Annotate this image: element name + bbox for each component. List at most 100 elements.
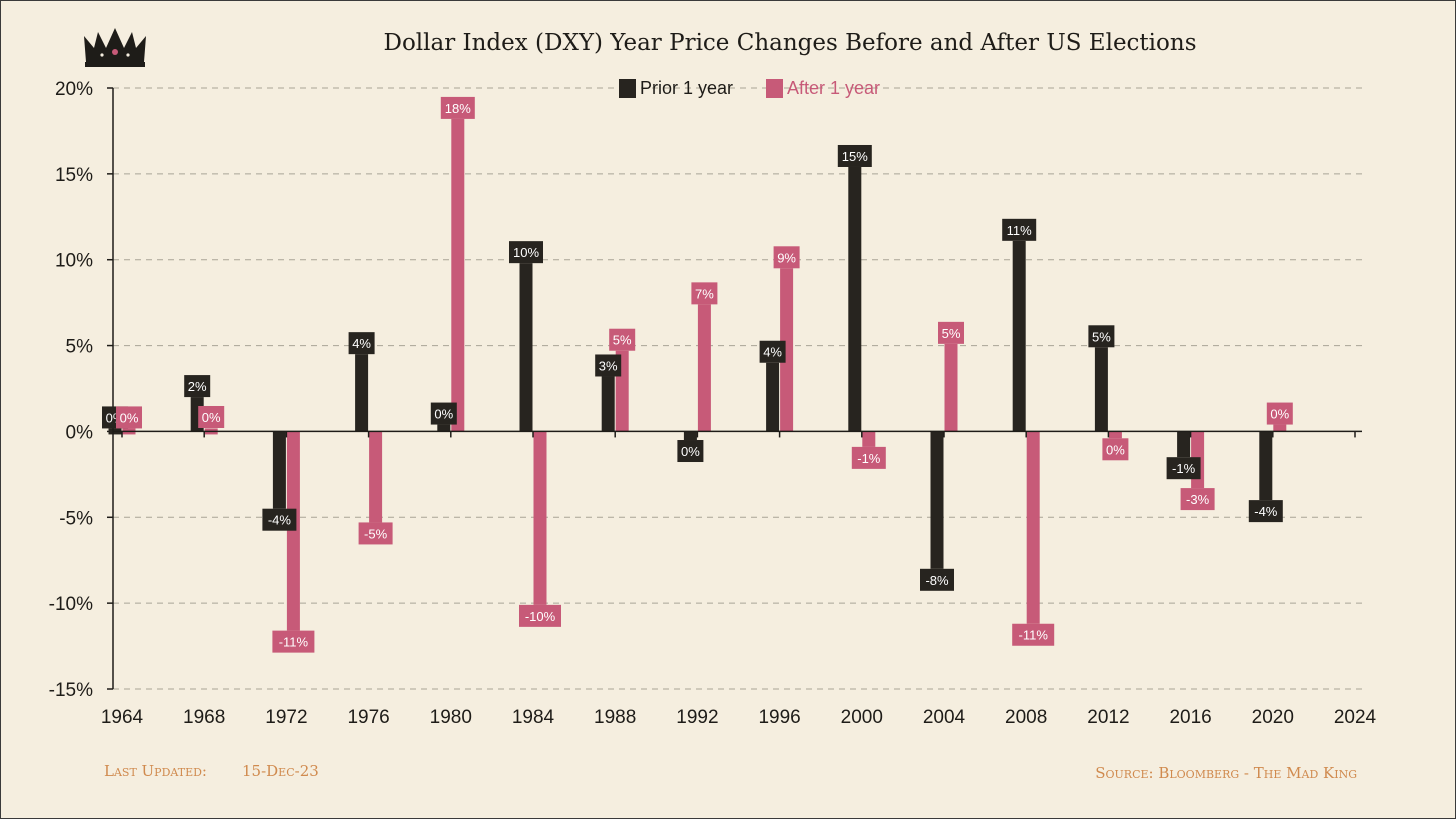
x-tick-label: 2012 [1087,707,1129,728]
bar-after [533,431,547,605]
data-label-box [837,144,872,167]
data-label-text: -5% [364,526,388,541]
bar-prior [601,376,615,432]
data-label-box [348,332,375,355]
data-label-prior: 0% [677,440,704,463]
data-label-after: -11% [272,630,315,653]
data-label-after: 18% [440,96,475,119]
data-label-text: 10% [513,245,539,260]
data-label-box [1088,325,1115,348]
data-label-prior: 0% [430,402,457,425]
data-label-text: -11% [279,635,309,650]
bar-prior [1012,240,1026,432]
data-label-text: 0% [1106,442,1125,457]
data-label-text: -3% [1186,492,1210,507]
data-label-text: -11% [1019,628,1049,643]
data-label-text: -4% [268,513,292,528]
bar-after [862,431,876,447]
data-label-after: 0% [1102,438,1129,461]
bar-after [451,118,465,432]
data-label-text: -1% [857,451,881,466]
y-tick-label: -15% [49,680,93,701]
data-label-after: -11% [1012,623,1055,646]
data-label-box [1002,218,1037,241]
bar-prior [1177,431,1191,458]
data-label-after: 0% [198,405,225,428]
data-label-box [920,568,954,591]
data-label-after: -5% [358,522,393,545]
y-tick-label: 15% [55,165,93,186]
y-tick-label: 10% [55,251,93,272]
data-label-prior: -1% [1166,457,1201,480]
data-label-after: 0% [1266,402,1293,425]
data-label-box [116,406,142,429]
data-label-prior: 5% [1088,325,1115,348]
data-label-box [509,241,543,264]
data-label-prior: 4% [759,340,786,363]
bar-after [1108,431,1122,439]
x-tick-label: 1996 [758,707,800,728]
data-label-box [262,508,297,531]
data-label-prior: -4% [262,508,297,531]
data-label-box [691,282,718,305]
data-label-prior: 15% [837,144,872,167]
data-label-text: 18% [445,101,471,116]
x-tick-label: 2008 [1005,707,1047,728]
data-label-prior: 11% [1002,218,1037,241]
data-label-text: 5% [1092,329,1111,344]
data-label-text: 0% [1270,407,1289,422]
data-label-box [1166,457,1201,480]
y-tick-label: 0% [66,422,94,443]
data-label-box [609,328,636,351]
data-label-after: -10% [519,604,561,627]
data-label-box [595,354,622,377]
data-label-text: 0% [120,410,139,425]
bar-prior [766,362,780,432]
x-tick-label: 1968 [183,707,225,728]
data-label-box [773,246,800,269]
bar-prior [1094,347,1108,432]
last-updated-label: Last Updated: [104,762,207,780]
bar-after [944,343,958,432]
data-label-text: 4% [352,336,371,351]
legend: Prior 1 year After 1 year [619,78,880,98]
data-label-box [1102,438,1129,461]
legend-swatch-prior [619,79,636,98]
chart-title: Dollar Index (DXY) Year Price Changes Be… [384,30,1197,56]
bar-prior [1259,431,1273,501]
x-tick-label: 2000 [841,707,883,728]
bar-after [286,431,300,631]
x-tick-label: 2016 [1169,707,1211,728]
data-label-prior: -8% [920,568,954,591]
data-label-prior: 3% [595,354,622,377]
data-label-prior: 4% [348,332,375,355]
bar-after [697,304,711,432]
data-label-box [358,522,393,545]
data-label-box [677,440,704,463]
y-axis-ticks: -15% -10% -5% 0% 5% 10% 15% 20% [49,79,113,701]
legend-label-after: After 1 year [787,78,880,98]
data-label-after: 0% [116,406,142,429]
x-axis-ticks: 1964 1968 1972 1976 1980 1984 1988 1992 1996 2000… [101,431,1377,728]
data-label-box [272,630,315,653]
data-label-after: 5% [609,328,636,351]
bars [108,118,1287,631]
data-label-box [1012,623,1055,646]
x-tick-label: 1964 [101,707,144,728]
data-label-text: -10% [525,609,556,624]
bar-prior [930,431,944,569]
y-tick-label: 5% [66,337,94,358]
data-label-text: 11% [1007,223,1032,238]
bar-prior [848,166,862,432]
bar-after [369,431,383,523]
y-tick-label: -5% [59,508,93,529]
data-label-text: -4% [1254,504,1278,519]
data-labels: 0% 2% -4% 4% 0% 10% 3% 0% 4% 15% -8% 11% 5% -1% -4% 0% 0… [102,96,1293,653]
data-label-after: -3% [1180,488,1215,511]
data-label-box [759,340,786,363]
data-label-text: 4% [763,345,782,360]
x-tick-label: 2024 [1334,707,1377,728]
data-label-text: 5% [613,333,632,348]
data-label-text: 5% [942,326,961,341]
data-label-box [198,405,225,428]
